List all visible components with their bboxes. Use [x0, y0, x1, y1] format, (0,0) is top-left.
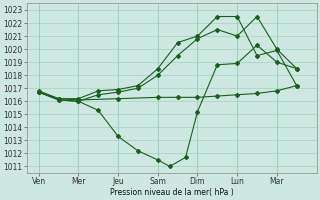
X-axis label: Pression niveau de la mer( hPa ): Pression niveau de la mer( hPa ) — [110, 188, 234, 197]
